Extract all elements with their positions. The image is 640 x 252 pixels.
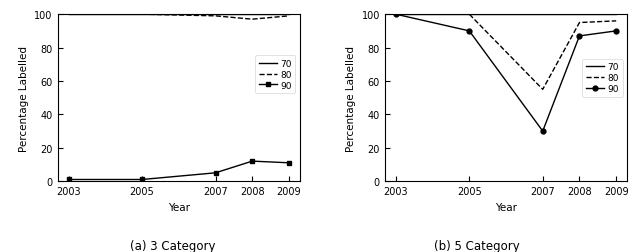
Legend: 70, 80, 90: 70, 80, 90 xyxy=(582,59,623,97)
80 xyxy=(248,19,256,22)
70 xyxy=(285,14,293,17)
70 xyxy=(248,14,256,17)
70 xyxy=(612,14,620,17)
Line: 80: 80 xyxy=(396,15,616,90)
70 xyxy=(392,14,399,17)
90 xyxy=(539,130,547,133)
90 xyxy=(65,178,72,181)
Line: 90: 90 xyxy=(66,159,291,182)
70 xyxy=(465,14,473,17)
70 xyxy=(212,14,220,17)
80 xyxy=(212,15,220,18)
X-axis label: Year: Year xyxy=(495,202,517,212)
Legend: 70, 80, 90: 70, 80, 90 xyxy=(255,56,296,94)
80 xyxy=(285,15,293,18)
Y-axis label: Percentage Labelled: Percentage Labelled xyxy=(19,46,29,151)
70 xyxy=(65,14,72,17)
90 xyxy=(612,30,620,33)
70 xyxy=(539,14,547,17)
Y-axis label: Percentage Labelled: Percentage Labelled xyxy=(346,46,356,151)
90 xyxy=(392,14,399,17)
70 xyxy=(575,14,583,17)
Text: (a) 3 Category: (a) 3 Category xyxy=(130,239,216,252)
90 xyxy=(285,162,293,165)
80 xyxy=(65,14,72,17)
80 xyxy=(138,14,146,17)
80 xyxy=(465,14,473,17)
Line: 80: 80 xyxy=(68,15,289,20)
90 xyxy=(465,30,473,33)
90 xyxy=(248,160,256,163)
80 xyxy=(575,22,583,25)
80 xyxy=(612,20,620,23)
70 xyxy=(138,14,146,17)
80 xyxy=(539,88,547,91)
X-axis label: Year: Year xyxy=(168,202,190,212)
Line: 90: 90 xyxy=(394,13,619,134)
80 xyxy=(392,14,399,17)
90 xyxy=(575,35,583,38)
90 xyxy=(138,178,146,181)
Text: (b) 5 Category: (b) 5 Category xyxy=(434,239,520,252)
90 xyxy=(212,172,220,175)
